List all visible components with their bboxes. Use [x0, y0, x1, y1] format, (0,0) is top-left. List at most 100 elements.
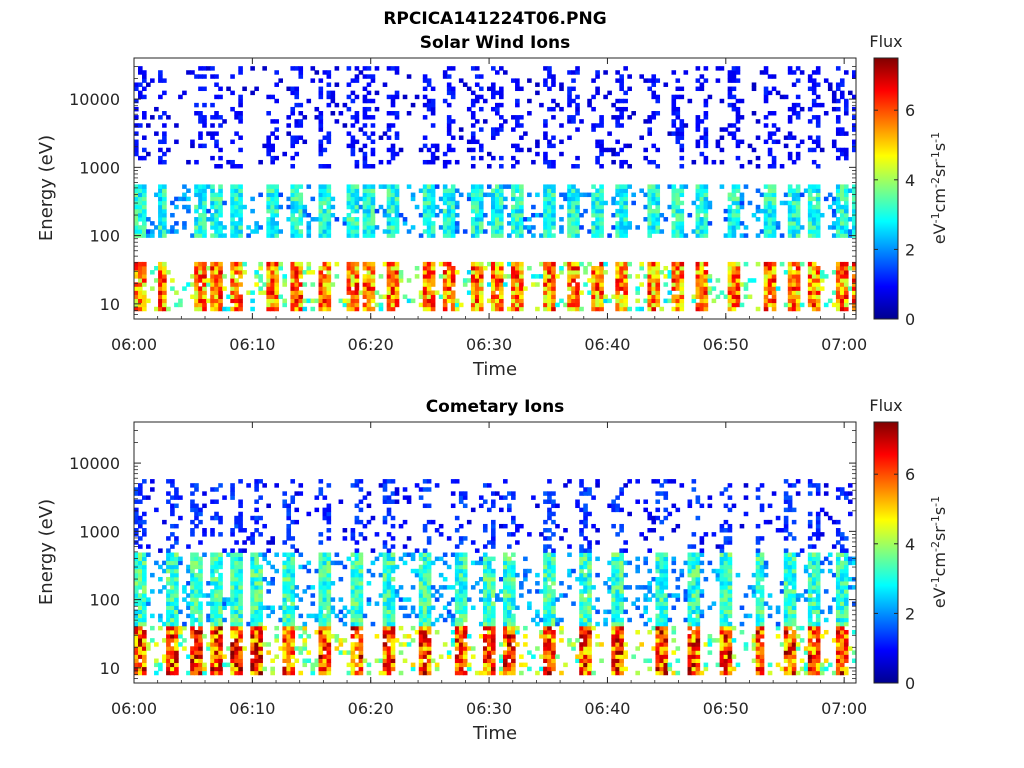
heatmap-cell [350, 135, 356, 140]
heatmap-cell [815, 302, 821, 308]
heatmap-cell [134, 662, 139, 668]
heatmap-cell [478, 212, 484, 218]
heatmap-cell [515, 212, 520, 218]
heatmap-cell [374, 601, 380, 606]
heatmap-cell [575, 200, 580, 206]
heatmap-cell [591, 278, 596, 283]
heatmap-cell [647, 265, 653, 271]
heatmap-cell [134, 82, 139, 87]
heatmap-cell [599, 233, 604, 238]
heatmap-cell [142, 511, 147, 517]
heatmap-cell [210, 670, 215, 676]
heatmap-cell [763, 282, 769, 287]
heatmap-cell [250, 532, 255, 537]
heatmap-cell [198, 66, 203, 71]
heatmap-cell [258, 568, 263, 574]
heatmap-cell [194, 601, 199, 606]
heatmap-cell [250, 552, 255, 557]
heatmap-cell [482, 212, 488, 218]
heatmap-cell [190, 564, 195, 570]
heatmap-cell [142, 495, 147, 500]
heatmap-cell [623, 302, 628, 308]
heatmap-cell [210, 188, 215, 193]
heatmap-cell [322, 666, 328, 672]
heatmap-cell [138, 650, 143, 655]
heatmap-cell [675, 127, 681, 132]
heatmap-cell [206, 265, 211, 271]
heatmap-cell [262, 483, 267, 488]
plot-frame [133, 57, 857, 320]
heatmap-cell [290, 184, 296, 189]
heatmap-cell [310, 613, 316, 619]
heatmap-cell [322, 294, 328, 300]
heatmap-cell [843, 98, 849, 104]
heatmap-cell [422, 556, 428, 562]
heatmap-cell [671, 221, 677, 226]
heatmap-cell [186, 581, 191, 586]
heatmap-cell [671, 188, 677, 193]
heatmap-cell [262, 282, 267, 287]
heatmap-cell [266, 589, 271, 594]
heatmap-cell [767, 221, 773, 226]
heatmap-cell [370, 217, 376, 222]
heatmap-cell [835, 208, 841, 214]
heatmap-cell [619, 274, 624, 279]
heatmap-cell [675, 278, 681, 283]
heatmap-cell [182, 90, 187, 96]
heatmap-cell [426, 629, 432, 635]
heatmap-cell [294, 119, 300, 124]
heatmap-cell [450, 90, 456, 96]
heatmap-cell [346, 143, 352, 149]
heatmap-cell [543, 261, 548, 267]
heatmap-cell [442, 200, 448, 206]
heatmap-cell [851, 74, 856, 79]
heatmap-cell [158, 200, 163, 206]
heatmap-cell [358, 617, 364, 623]
heatmap-cell [655, 78, 661, 83]
heatmap-cell [382, 613, 388, 619]
heatmap-cell [238, 119, 243, 124]
heatmap-cell [362, 196, 368, 202]
heatmap-cell [811, 102, 817, 108]
heatmap-cell [839, 302, 845, 308]
heatmap-cell [426, 78, 432, 83]
heatmap-cell [535, 306, 540, 312]
heatmap-cell [194, 650, 199, 655]
heatmap-cell [490, 94, 496, 100]
heatmap-cell [134, 609, 139, 615]
heatmap-cell [671, 298, 677, 304]
heatmap-cell [426, 650, 432, 655]
heatmap-cell [434, 666, 440, 672]
heatmap-cell [495, 102, 500, 108]
heatmap-cell [274, 221, 279, 226]
heatmap-cell [426, 666, 432, 672]
heatmap-cell [843, 225, 849, 230]
heatmap-cell [238, 147, 243, 153]
heatmap-cell [214, 670, 219, 676]
heatmap-cell [735, 155, 741, 161]
heatmap-cell [186, 282, 191, 287]
heatmap-cell [727, 298, 733, 304]
heatmap-cell [194, 298, 199, 304]
heatmap-cell [543, 302, 548, 308]
heatmap-cell [234, 658, 239, 664]
heatmap-cell [214, 200, 219, 206]
heatmap-cell [262, 556, 267, 562]
heatmap-cell [739, 192, 745, 198]
heatmap-cell [771, 188, 777, 193]
heatmap-cell [727, 192, 733, 198]
heatmap-cell [358, 658, 364, 664]
heatmap-cell [322, 290, 328, 295]
heatmap-cell [358, 670, 364, 676]
heatmap-cell [675, 115, 681, 120]
heatmap-cell [575, 106, 580, 112]
heatmap-cell [390, 638, 396, 643]
heatmap-cell [286, 507, 292, 513]
heatmap-cell [382, 585, 388, 590]
heatmap-cell [651, 221, 657, 226]
heatmap-cell [519, 290, 524, 295]
heatmap-cell [178, 629, 183, 635]
heatmap-cell [495, 282, 500, 287]
heatmap-cell [310, 670, 316, 676]
heatmap-cell [210, 560, 215, 566]
